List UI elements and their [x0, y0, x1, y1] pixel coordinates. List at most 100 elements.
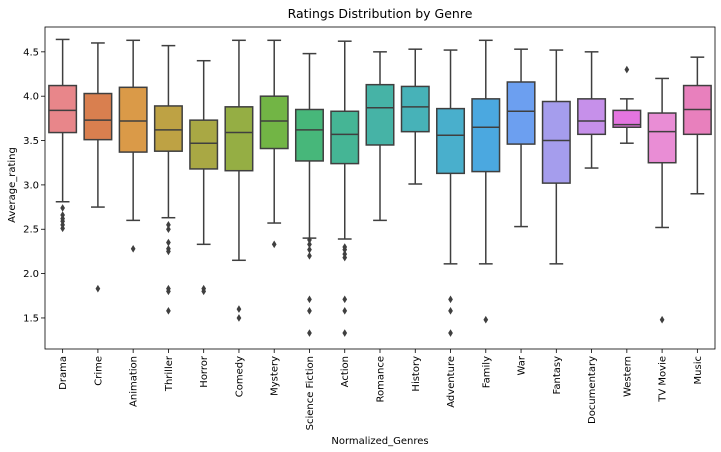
outlier-point [448, 329, 453, 337]
plot-frame [44, 26, 716, 350]
x-tick-label: Action [340, 356, 351, 387]
x-tick-label: Western [622, 356, 633, 397]
box-fantasy [541, 49, 571, 265]
box-family [471, 39, 501, 324]
box-war [506, 48, 536, 228]
y-tick-label: 3.5 [23, 136, 39, 147]
y-tick-label: 4.0 [23, 92, 39, 103]
box-iqr [577, 98, 607, 136]
outlier-point [166, 287, 171, 296]
outlier-point [60, 224, 65, 233]
x-tick-label: Adventure [446, 356, 457, 408]
x-axis: Drama Crime Animation Thriller Horror Comedy M… [58, 349, 704, 430]
outlier-point [236, 314, 242, 322]
outlier-point [342, 329, 348, 337]
x-tick-label: Mystery [270, 356, 281, 396]
outlier-point [448, 295, 453, 304]
box-iqr [400, 85, 430, 133]
outlier-point [271, 240, 277, 249]
box-iqr [612, 109, 642, 128]
outlier-point [448, 307, 453, 315]
outlier-point [166, 225, 171, 234]
x-tick-label: TV Movie [658, 356, 669, 403]
x-tick-label: Romance [376, 356, 387, 402]
outlier-point [342, 253, 348, 262]
x-tick-label: Horror [199, 355, 210, 388]
box-iqr [365, 83, 395, 146]
y-tick-label: 4.5 [23, 47, 39, 58]
box-iqr [259, 95, 289, 150]
box-iqr [541, 100, 571, 184]
outlier-point [342, 245, 348, 254]
outlier-point [95, 284, 101, 293]
box-science-fiction [294, 52, 324, 337]
outlier-point [624, 65, 630, 74]
box-iqr [506, 81, 536, 145]
outlier-point [307, 295, 312, 304]
box-horror [189, 59, 219, 296]
x-tick-label: Science Fiction [305, 356, 316, 430]
outlier-point [307, 329, 312, 337]
box-action [330, 40, 360, 337]
box-music [682, 56, 712, 195]
box-comedy [224, 39, 254, 322]
outlier-point [659, 315, 665, 324]
box-romance [365, 51, 395, 222]
outlier-point [342, 295, 348, 304]
box-iqr [471, 98, 501, 173]
box-iqr [436, 107, 466, 175]
box-history [400, 48, 430, 185]
box-mystery [259, 39, 289, 249]
outlier-point [342, 307, 348, 315]
x-tick-label: Music [693, 356, 704, 384]
x-tick-label: Thriller [164, 355, 175, 392]
outlier-point [60, 204, 65, 212]
outlier-point [166, 221, 171, 229]
box-iqr [83, 92, 113, 141]
box-iqr [153, 105, 183, 152]
outlier-point [166, 247, 171, 256]
x-tick-label: Comedy [234, 356, 245, 397]
y-tick-label: 3.0 [23, 180, 39, 191]
x-axis-label: Normalized_Genres [331, 436, 428, 447]
outlier-point [307, 236, 312, 244]
plot-area [48, 38, 712, 337]
box-adventure [436, 49, 466, 337]
box-iqr [189, 119, 219, 170]
x-tick-label: Animation [129, 356, 140, 407]
x-tick-label: Crime [93, 356, 104, 386]
box-documentary [577, 51, 607, 169]
x-tick-label: Documentary [587, 356, 598, 424]
box-thriller [153, 44, 183, 315]
x-tick-label: Family [481, 356, 492, 388]
box-western [612, 65, 642, 144]
box-animation [118, 39, 148, 253]
outlier-point [130, 244, 136, 253]
box-iqr [118, 86, 148, 153]
y-tick-label: 2.5 [23, 225, 39, 236]
outlier-point [307, 252, 312, 260]
outlier-point [307, 245, 312, 254]
x-tick-label: Fantasy [552, 356, 563, 395]
y-tick-label: 2.0 [23, 269, 39, 280]
outlier-point [166, 238, 171, 247]
outlier-point [483, 315, 489, 324]
box-iqr [330, 110, 360, 165]
box-crime [83, 42, 113, 293]
y-tick-label: 1.5 [23, 313, 39, 324]
y-axis: 1.5 2.0 2.5 3.0 3.5 4.0 4.5 [23, 47, 45, 324]
y-axis-label: Average_rating [7, 147, 18, 223]
box-iqr [647, 112, 677, 164]
box-iqr [294, 108, 324, 162]
x-tick-label: History [411, 356, 422, 392]
box-iqr [48, 84, 78, 134]
box-drama [48, 38, 78, 233]
outlier-point [166, 307, 171, 315]
outlier-point [307, 307, 312, 315]
outlier-point [307, 240, 312, 249]
chart-title: Ratings Distribution by Genre [288, 6, 473, 21]
x-tick-label: War [517, 355, 528, 375]
outlier-point [201, 287, 207, 296]
x-tick-label: Drama [58, 356, 69, 390]
